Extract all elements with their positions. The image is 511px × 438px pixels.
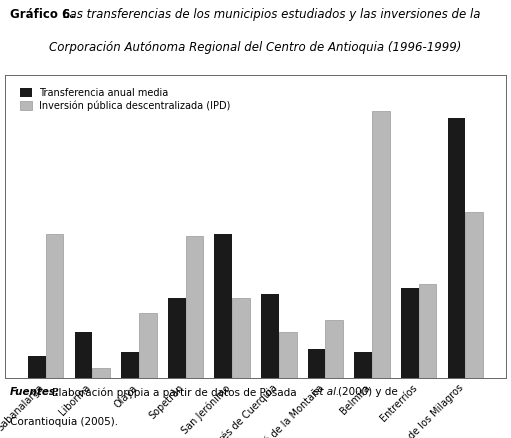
Bar: [419, 284, 436, 378]
Bar: [121, 352, 139, 378]
Bar: [355, 352, 372, 378]
Text: Las transferencias de los municipios estudiados y las inversiones de la: Las transferencias de los municipios est…: [63, 7, 480, 21]
Bar: [75, 332, 92, 378]
Bar: [308, 349, 326, 378]
Text: et al.: et al.: [313, 387, 339, 397]
Bar: [215, 233, 232, 378]
Text: Corantioquia (2005).: Corantioquia (2005).: [10, 417, 118, 427]
Bar: [45, 233, 63, 378]
Bar: [232, 298, 250, 378]
Bar: [261, 294, 279, 378]
Text: Corporación Autónoma Regional del Centro de Antioquia (1996-1999): Corporación Autónoma Regional del Centro…: [50, 41, 461, 54]
Legend: Transferencia anual media, Inversión pública descentralizada (IPD): Transferencia anual media, Inversión púb…: [15, 83, 236, 116]
Bar: [28, 356, 45, 378]
Bar: [372, 111, 390, 378]
Bar: [139, 313, 156, 378]
Bar: [185, 237, 203, 378]
Bar: [466, 212, 483, 378]
Text: Gráfico 6.: Gráfico 6.: [10, 7, 75, 21]
Bar: [168, 298, 185, 378]
Bar: [448, 118, 466, 378]
Bar: [92, 368, 110, 378]
Bar: [279, 332, 296, 378]
Bar: [326, 320, 343, 378]
Text: (2000) y de: (2000) y de: [338, 387, 398, 397]
Text: Elaboración propia a partir de datos de Posada: Elaboración propia a partir de datos de …: [52, 387, 299, 398]
Bar: [401, 288, 419, 378]
Text: Fuentes:: Fuentes:: [10, 387, 60, 397]
